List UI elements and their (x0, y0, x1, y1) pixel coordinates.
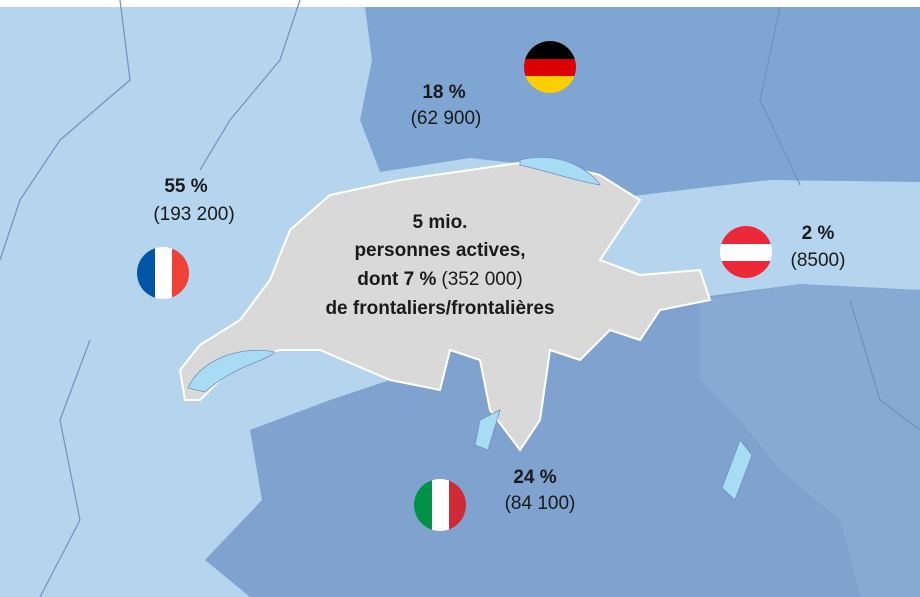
center-line: de frontaliers/frontalières (325, 298, 554, 319)
lake-como (474, 409, 501, 451)
count: (8500) (791, 250, 846, 271)
flag-italy (414, 479, 466, 531)
share: 18 % (422, 82, 465, 103)
share: 24 % (513, 467, 556, 488)
lake-garda (721, 439, 753, 501)
lake-geneva (187, 349, 276, 393)
germany-region (360, 7, 920, 200)
count: (84 100) (505, 493, 576, 514)
flag-germany (524, 41, 576, 93)
center-bold: dont 7 % (357, 269, 436, 290)
count: (193 200) (153, 204, 234, 225)
flag-france (137, 247, 189, 299)
center-line: personnes actives, (354, 240, 525, 261)
switzerland (178, 158, 712, 452)
east-region (700, 284, 920, 597)
top-strip (0, 0, 920, 7)
share: 55 % (164, 176, 207, 197)
center-line: dont 7 % (352 000) (357, 269, 523, 290)
center-line: 5 mio. (413, 212, 468, 233)
lake-constance (519, 156, 601, 186)
count: (62 900) (411, 108, 482, 129)
flag-austria (720, 226, 772, 278)
share: 2 % (802, 223, 835, 244)
center-count: (352 000) (441, 269, 522, 290)
